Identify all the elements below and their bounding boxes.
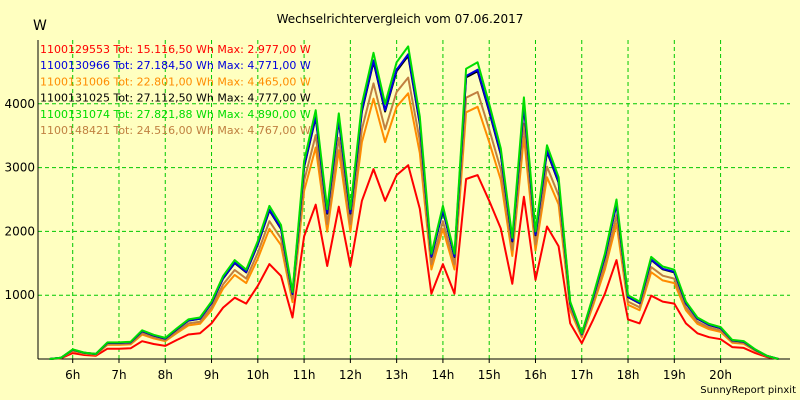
y-tick-label: 3000	[4, 161, 35, 175]
x-tick-label: 10h	[246, 368, 269, 382]
chart-title: Wechselrichtervergleich vom 07.06.2017	[277, 12, 524, 26]
axes	[37, 40, 790, 363]
x-tick-label: 16h	[524, 368, 547, 382]
x-tick-label: 17h	[570, 368, 593, 382]
x-tick-label: 14h	[431, 368, 454, 382]
x-tick-label: 18h	[617, 368, 640, 382]
x-tick-label: 7h	[111, 368, 126, 382]
legend-entry: 1100131006 Tot: 22.801,00 Wh Max: 4.465,…	[40, 75, 311, 88]
legend-entry: 1100129553 Tot: 15.116,50 Wh Max: 2.977,…	[40, 43, 311, 56]
x-tick-label: 9h	[204, 368, 219, 382]
x-tick-label: 6h	[65, 368, 80, 382]
x-tick-label: 11h	[293, 368, 316, 382]
x-tick-label: 19h	[663, 368, 686, 382]
series-line-5	[49, 76, 779, 360]
legend-entry: 1100130966 Tot: 27.184,50 Wh Max: 4.771,…	[40, 59, 311, 72]
y-tick-label: 1000	[4, 288, 35, 302]
series-line-4	[49, 45, 779, 360]
legend-entry: 1100148421 Tot: 24.516,00 Wh Max: 4.767,…	[40, 124, 311, 137]
legend: 1100129553 Tot: 15.116,50 Wh Max: 2.977,…	[40, 43, 311, 137]
legend-entry: 1100131074 Tot: 27.821,88 Wh Max: 4.890,…	[40, 108, 311, 121]
series-line-0	[49, 164, 779, 360]
legend-entry: 1100131025 Tot: 27.112,50 Wh Max: 4.777,…	[40, 92, 311, 105]
tick-labels: 1000 2000 3000 4000 6h 7h 8h 9h 10h 11h 12h 13h 14h 1…	[4, 97, 732, 382]
y-axis-label: W	[33, 18, 47, 34]
x-tick-label: 20h	[709, 368, 732, 382]
x-tick-label: 15h	[478, 368, 501, 382]
series-line-2	[49, 92, 779, 360]
grid	[38, 40, 790, 359]
x-tick-label: 13h	[385, 368, 408, 382]
x-tick-label: 8h	[158, 368, 173, 382]
x-tick-label: 12h	[339, 368, 362, 382]
footer-credit: SunnyReport pinxit	[700, 385, 796, 396]
series-lines	[49, 45, 779, 360]
y-tick-label: 4000	[4, 97, 35, 111]
y-tick-label: 2000	[4, 224, 35, 238]
